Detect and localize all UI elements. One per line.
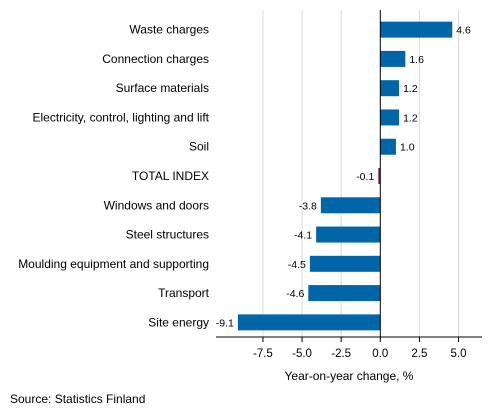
value-label: -4.6 [286,288,304,300]
bar-steel-structures [316,226,381,243]
value-label: -4.5 [288,259,306,271]
bar-total-index [378,168,381,184]
value-label: -9.1 [216,317,234,329]
category-label: Surface materials [116,81,209,95]
bar-windows-and-doors [320,197,381,214]
bar-moulding-equipment-and-supporting [309,255,381,272]
x-tick-label: -7.5 [253,348,273,360]
category-label: Waste charges [129,23,209,37]
x-axis: -7.5 -5.0 -2.5 0.0 2.5 5.0 [216,10,482,360]
category-labels: Waste charges Connection charges Surface m… [18,23,209,330]
value-label: 1.2 [403,112,418,124]
category-label: Moulding equipment and supporting [18,257,209,271]
category-label: Electricity, control, lighting and lift [32,110,209,124]
bar-transport [308,285,381,302]
x-tick-label: 0.0 [372,348,388,360]
category-label: Transport [158,286,210,300]
bar-connection-charges [380,50,406,67]
category-label: Soil [189,140,209,154]
value-label: 1.6 [409,54,424,66]
category-label: Steel structures [126,228,209,242]
category-label: Windows and doors [104,198,209,212]
value-label: -0.1 [356,171,374,183]
x-axis-title: Year-on-year change, % [285,369,414,383]
x-tick-label: 2.5 [411,348,427,360]
bar-site-energy [237,314,381,331]
category-label: TOTAL INDEX [132,169,209,183]
value-labels: 4.6 1.6 1.2 1.2 1.0 -0.1 -3.8 -4.1 -4.5 -4.6 -9.1 [216,25,471,330]
bar-electricity-control-lighting-and-lift [380,109,400,126]
value-label: 1.0 [400,142,415,154]
value-label: -3.8 [299,200,317,212]
bar-soil [380,138,396,155]
bar-surface-materials [380,80,400,97]
value-label: 4.6 [456,25,471,37]
x-tick-label: -5.0 [292,348,312,360]
category-label: Site energy [148,315,209,329]
category-label: Connection charges [102,52,209,66]
source-note: Source: Statistics Finland [10,392,146,406]
x-tick-label: 5.0 [451,348,467,360]
x-tick-label: -2.5 [331,348,351,360]
gridlines [262,10,460,337]
bar-waste-charges [380,21,453,38]
value-label: -4.1 [294,230,312,242]
value-label: 1.2 [403,83,418,95]
bars [237,21,453,331]
